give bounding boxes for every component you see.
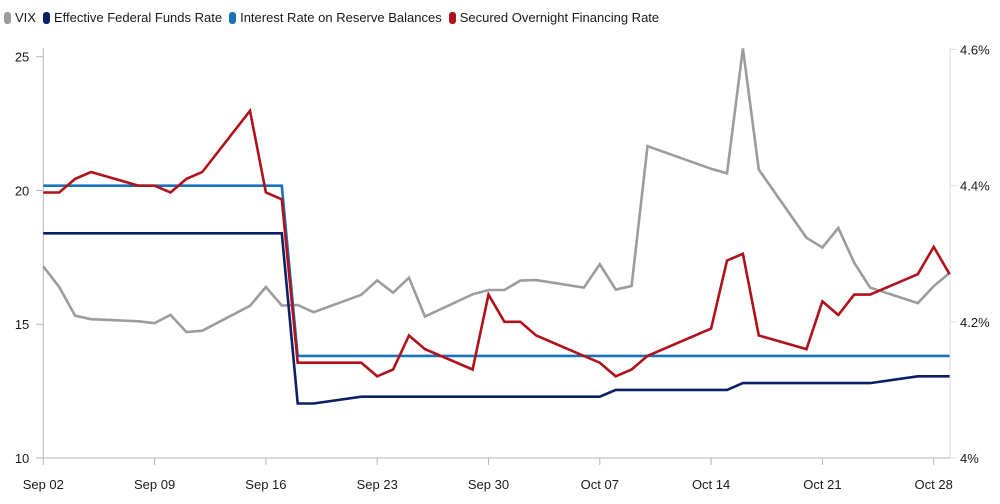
chart-legend: VIX Effective Federal Funds Rate Interest … — [4, 10, 659, 25]
legend-swatch — [229, 11, 237, 24]
legend-swatch — [4, 11, 11, 24]
legend-label: Secured Overnight Financing Rate — [459, 10, 660, 25]
series-line-effective-federal-funds-rate — [43, 232, 950, 405]
right-axis-tick-label: 4% — [960, 451, 979, 466]
x-axis-tick-label: Sep 09 — [134, 477, 175, 492]
right-axis-tick-label: 4.6% — [960, 43, 990, 58]
x-axis-tick-label: Oct 07 — [581, 477, 619, 492]
left-axis-tick-label: 20 — [15, 183, 29, 198]
left-axis-tick-label: 15 — [15, 317, 29, 332]
x-axis-tick-label: Oct 21 — [803, 477, 841, 492]
legend-item[interactable]: VIX — [4, 10, 36, 25]
x-axis-tick-label: Sep 23 — [357, 477, 398, 492]
x-axis-tick-label: Sep 16 — [245, 477, 286, 492]
legend-label: Interest Rate on Reserve Balances — [240, 10, 442, 25]
series-line-vix — [42, 48, 951, 334]
right-axis-tick-label: 4.2% — [960, 315, 990, 330]
left-axis-tick-label: 10 — [15, 451, 29, 466]
series-line-secured-overnight-financing-rate — [43, 107, 951, 378]
legend-label: Effective Federal Funds Rate — [53, 10, 223, 25]
x-axis-tick-label: Sep 30 — [468, 477, 509, 492]
x-axis-tick-label: Oct 14 — [692, 477, 730, 492]
series-line-interest-rate-on-reserve-balances — [43, 184, 950, 358]
legend-swatch — [42, 11, 50, 24]
legend-item[interactable]: Secured Overnight Financing Rate — [448, 10, 660, 25]
x-axis-tick-label: Sep 02 — [23, 477, 64, 492]
legend-item[interactable]: Effective Federal Funds Rate — [42, 10, 223, 25]
x-axis-tick-label: Oct 28 — [915, 477, 953, 492]
left-axis-tick-label: 25 — [15, 50, 29, 65]
legend-label: VIX — [15, 10, 36, 25]
legend-item[interactable]: Interest Rate on Reserve Balances — [229, 10, 442, 25]
right-axis-tick-label: 4.4% — [960, 179, 990, 194]
legend-swatch — [448, 11, 456, 24]
